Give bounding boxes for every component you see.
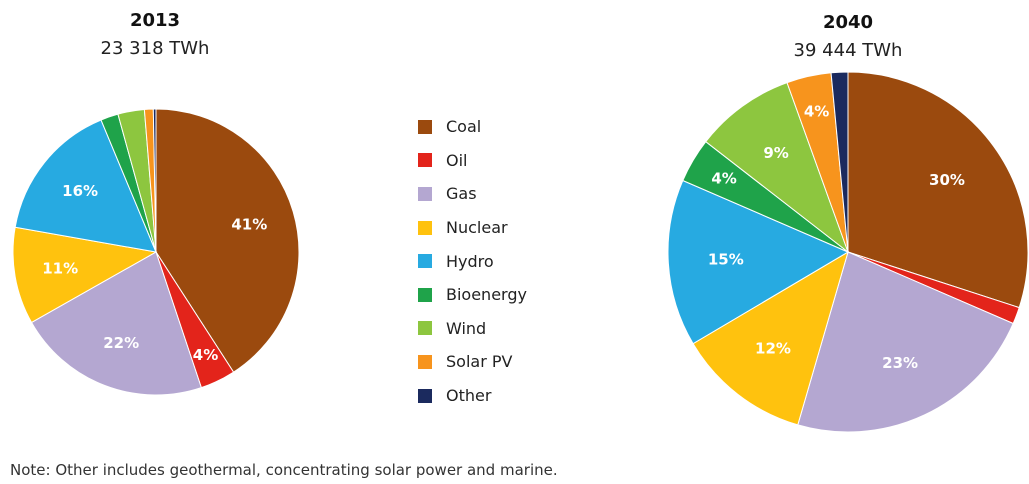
pie-slice-2040-hydro <box>667 179 850 345</box>
legend-swatch <box>418 321 432 336</box>
legend-label: Coal <box>446 117 482 137</box>
chart-subtitle-2040: 39 444 TWh <box>794 40 903 61</box>
legend-swatch <box>418 388 432 403</box>
pie-slice-2013-nuclear <box>12 226 158 324</box>
chart-subtitle-2013: 23 318 TWh <box>101 38 210 59</box>
pie-slice-2013-gas <box>30 251 202 396</box>
data-label-2013-hydro: 16% <box>62 182 98 200</box>
data-label-2040-coal: 30% <box>929 171 965 189</box>
pie-chart-2040: 30% 23% 12% 15% 4% 9% 4% <box>667 71 1029 433</box>
data-label-2040-wind: 9% <box>763 144 788 162</box>
data-label-2013-coal: 41% <box>231 216 267 234</box>
legend-swatch <box>418 220 432 235</box>
legend-item-oil: Oil <box>418 144 527 178</box>
footnote: Note: Other includes geothermal, concent… <box>10 461 558 479</box>
pie-slice-2013-other <box>152 108 157 253</box>
legend-label: Nuclear <box>446 218 508 238</box>
legend-label: Solar PV <box>446 352 513 372</box>
legend-item-other: Other <box>418 379 527 413</box>
data-label-2040-gas: 23% <box>882 354 918 372</box>
legend-swatch <box>418 287 432 302</box>
legend-label: Hydro <box>446 251 494 271</box>
legend-swatch <box>418 119 432 134</box>
legend-swatch <box>418 254 432 269</box>
data-label-2013-oil: 4% <box>193 346 218 364</box>
legend-label: Bioenergy <box>446 285 527 305</box>
data-label-2013-gas: 22% <box>103 334 139 352</box>
data-label-2040-bioenergy: 4% <box>711 170 736 188</box>
pie-slice-2040-wind <box>705 82 850 254</box>
pie-slice-2013-coal <box>155 108 300 373</box>
legend-item-gas: Gas <box>418 177 527 211</box>
pie-slice-2040-gas <box>797 251 1014 433</box>
legend-label: Other <box>446 386 492 406</box>
legend-item-hydro: Hydro <box>418 244 527 278</box>
data-label-2013-nuclear: 11% <box>42 260 78 278</box>
chart-title-2040: 2040 <box>823 12 873 33</box>
pie-slice-2040-coal <box>847 71 1029 309</box>
pie-slice-2040-nuclear <box>692 250 849 426</box>
legend-item-coal: Coal <box>418 110 527 144</box>
legend-item-bioenergy: Bioenergy <box>418 278 527 312</box>
legend-item-solar-pv: Solar PV <box>418 345 527 379</box>
legend-label: Oil <box>446 150 468 170</box>
legend-label: Gas <box>446 184 477 204</box>
legend-swatch <box>418 153 432 168</box>
pie-chart-2013: 41% 4% 22% 11% 16% <box>12 108 300 396</box>
legend: Coal Oil Gas Nuclear Hydro Bioenergy Wind Solar… <box>418 110 527 412</box>
data-label-2040-hydro: 15% <box>708 251 744 269</box>
pie-slice-2013-hydro <box>14 119 157 253</box>
legend-swatch <box>418 186 432 201</box>
legend-label: Wind <box>446 318 487 338</box>
data-label-2040-nuclear: 12% <box>755 340 791 358</box>
data-label-2040-solar-pv: 4% <box>804 103 829 121</box>
legend-swatch <box>418 354 432 369</box>
chart-title-2013: 2013 <box>130 10 180 31</box>
pie-slice-2040-other <box>830 71 849 253</box>
legend-item-wind: Wind <box>418 312 527 346</box>
legend-item-nuclear: Nuclear <box>418 211 527 245</box>
